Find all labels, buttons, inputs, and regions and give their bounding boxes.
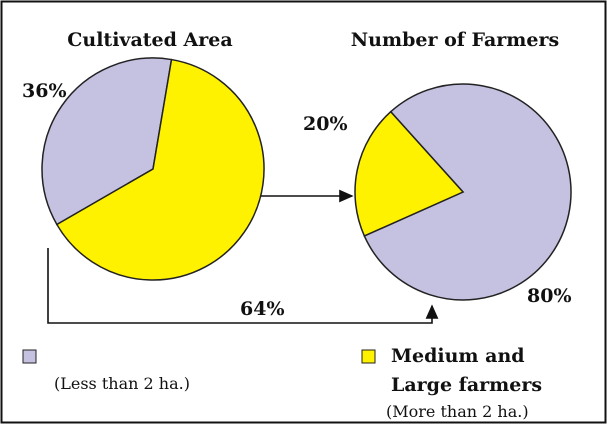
value-label: 64% xyxy=(240,298,285,320)
arrow xyxy=(47,248,439,324)
value-label: 36% xyxy=(22,80,67,102)
pie-slice xyxy=(354,110,465,237)
pie-slice xyxy=(55,58,265,281)
legend-label: Medium and Large farmers xyxy=(391,345,542,396)
chart-title: Number of Farmers xyxy=(351,29,559,51)
chart-title: Cultivated Area xyxy=(67,29,232,51)
legend-swatch xyxy=(22,349,37,364)
legend-swatch xyxy=(361,349,376,364)
value-label: 80% xyxy=(527,285,572,307)
legend-note: (More than 2 ha.) xyxy=(386,402,529,421)
pie-slice xyxy=(363,83,572,301)
legend-note: (Less than 2 ha.) xyxy=(54,374,190,393)
value-label: 20% xyxy=(303,113,348,135)
pie-slice xyxy=(41,57,173,226)
